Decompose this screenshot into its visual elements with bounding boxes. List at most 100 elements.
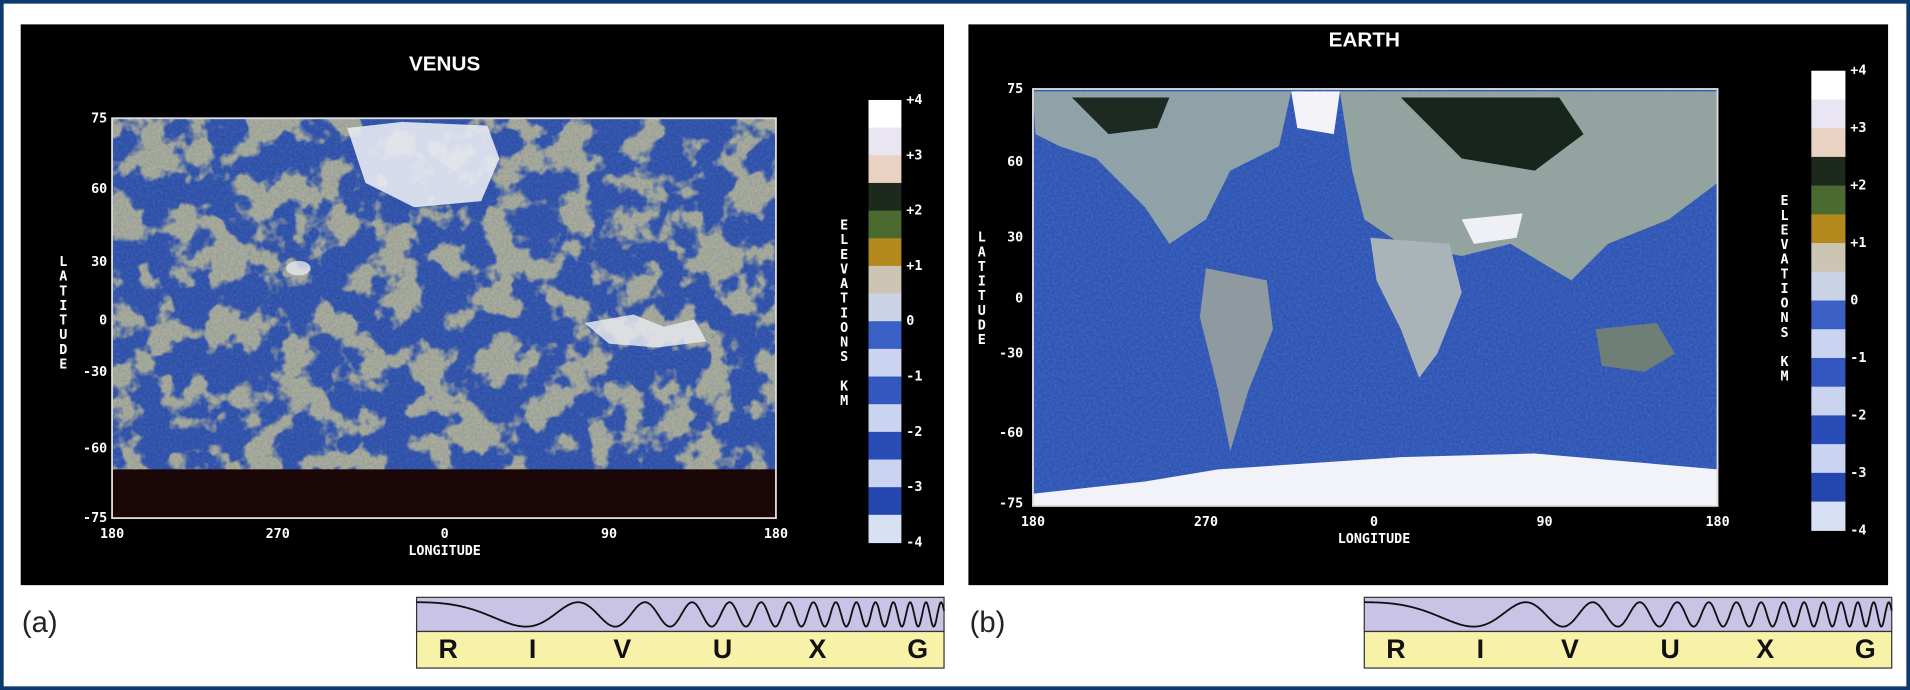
colorbar-step [868,210,902,239]
colorbar-step [868,376,902,405]
spectrum-wave [416,601,945,628]
spectrum-wave [1364,601,1893,628]
colorbar-step [868,487,902,516]
venus-map [111,117,777,520]
longitude-tick-label: 0 [1370,515,1378,530]
map-title: EARTH [1329,28,1400,51]
elevation-tick-label: 0 [906,314,914,329]
colorbar-step [1811,300,1846,330]
spectrum-letter: I [1477,634,1484,664]
elevation-tick-label: +4 [1850,64,1866,79]
longitude-tick-label: 180 [764,527,788,542]
panel-label: (a) [22,607,58,639]
colorbar-step [868,293,902,322]
elevation-tick-label: -4 [906,535,922,550]
colorbar-step [1811,329,1846,359]
elevation-tick-label: +3 [1850,121,1866,136]
colorbar-step [1811,70,1846,101]
colorbar-step [868,321,902,350]
colorbar-step [868,431,902,461]
latitude-tick-label: -30 [83,365,107,380]
elevation-tick-label: +1 [1850,236,1866,251]
spectrum-letter: X [809,634,827,664]
longitude-tick-label: 270 [266,527,290,542]
elevation-tick-label: +2 [906,204,922,219]
spectrum-letter: R [439,634,458,664]
colorbar-step [1811,185,1846,215]
colorbar-step [868,265,902,295]
elevation-tick-label: -1 [906,370,922,385]
latitude-tick-label: -75 [999,496,1023,511]
longitude-tick-label: 0 [441,527,449,542]
spectrum-letter: G [1855,634,1876,664]
longitude-tick-label: 180 [1021,515,1045,530]
elevation-tick-label: -3 [1850,466,1866,481]
colorbar-step [868,514,902,544]
latitude-tick-label: 0 [99,314,107,329]
longitude-label: LONGITUDE [1338,532,1411,547]
latitude-tick-label: 30 [1007,231,1023,246]
elevation-tick-label: 0 [1850,294,1858,309]
latitude-tick-label: 75 [91,111,107,126]
elevation-tick-label: +2 [1850,179,1866,194]
spectrum-letter: V [613,634,631,664]
spectrum-letter-band [1363,630,1893,669]
colorbar-step [868,348,902,378]
spectrum-letter: U [1661,634,1680,664]
longitude-tick-label: 90 [601,527,617,542]
elevation-tick-label: +1 [906,259,922,274]
spectrum-letter-band [415,630,945,669]
spectrum-letter: R [1386,634,1405,664]
colorbar-step [868,459,902,488]
latitude-tick-label: -60 [83,442,107,457]
elevation-tick-label: +3 [906,148,922,163]
colorbar-step [1811,415,1846,445]
colorbar-step [868,404,902,433]
map-title: VENUS [409,53,480,76]
latitude-tick-label: -30 [999,347,1023,362]
elevation-tick-label: -2 [1850,408,1866,423]
longitude-label: LONGITUDE [408,544,481,559]
colorbar-step [1811,444,1846,474]
panel-label: (b) [970,607,1006,639]
colorbar-step [868,182,902,212]
colorbar-step [1811,386,1846,417]
colorbar-step [1811,501,1846,531]
colorbar-step [1811,472,1846,503]
longitude-tick-label: 270 [1194,515,1218,530]
longitude-tick-label: 180 [1705,515,1729,530]
elevation-tick-label: -2 [906,425,922,440]
spectrum-letter: X [1756,634,1774,664]
colorbar-step [1811,271,1846,302]
colorbar-step [1811,357,1846,388]
spectrum-letter: I [529,634,536,664]
spectrum-wave-band [415,596,945,633]
latitude-tick-label: 60 [91,182,107,197]
latitude-tick-label: 75 [1007,82,1023,97]
latitude-tick-label: 60 [1007,155,1023,170]
colorbar-step [1811,156,1846,187]
longitude-tick-label: 90 [1537,515,1553,530]
colorbar-step [1811,214,1846,244]
spectrum-letter: G [907,634,928,664]
colorbar-step [1811,99,1846,129]
spectrum-letter: V [1561,634,1579,664]
latitude-tick-label: 0 [1015,292,1023,307]
colorbar-step [868,99,902,129]
elevation-tick-label: +4 [906,93,922,108]
colorbar-step [1811,243,1846,273]
earth-map [1032,88,1719,507]
latitude-tick-label: -60 [999,426,1023,441]
elevation-tick-label: -1 [1850,351,1866,366]
longitude-tick-label: 180 [100,527,124,542]
latitude-tick-label: -75 [83,511,107,526]
latitude-tick-label: 30 [91,255,107,270]
